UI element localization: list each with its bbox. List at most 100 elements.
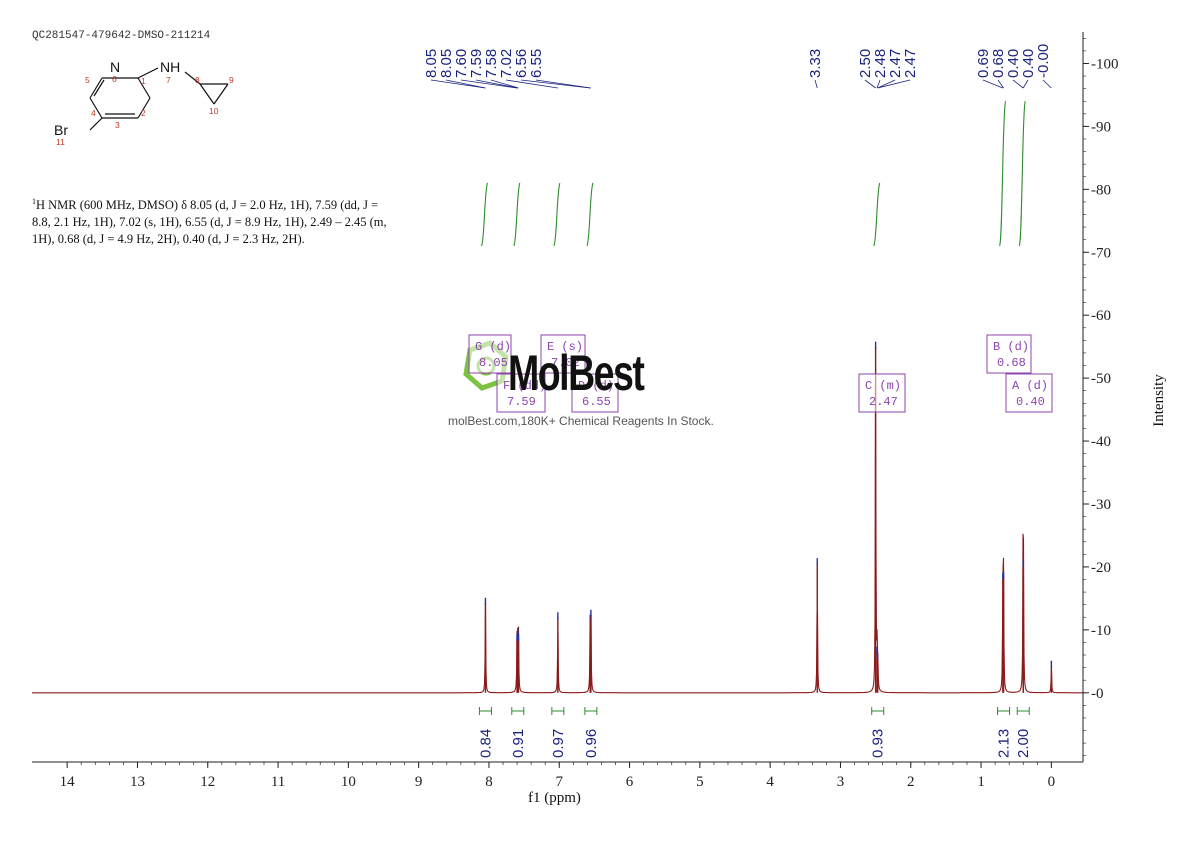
peak-label-leader [505,79,558,89]
integral-curve [586,182,594,247]
peak-label: 7.02 [498,49,515,78]
peak-label: 6.55 [528,49,545,78]
x-tick-label: 1 [977,774,985,790]
multiplet-box [571,373,619,413]
y-tick-label: -70 [1091,245,1111,261]
integral-curve [513,182,521,247]
atom-number: 3 [115,120,120,130]
x-tick-label: 3 [837,774,845,790]
integral-value: 0.91 [510,729,527,758]
multiplet-ppm: 6.55 [582,395,611,409]
x-tick-label: 9 [415,774,423,790]
peak-label-leader [490,79,519,89]
integral-value: 0.84 [477,729,494,758]
multiplet-label: G (d) [475,340,511,354]
atom-number: 8 [195,75,200,85]
y-tick-label: -10 [1091,623,1111,639]
bond [199,83,215,105]
atom-number: 10 [209,106,219,116]
integral-value: 0.97 [550,729,567,758]
x-tick-label: 13 [130,774,145,790]
multiplet-box [540,334,586,374]
bond [93,79,105,97]
atom-number: 4 [91,108,96,118]
atom-number: 7 [166,75,171,85]
atom-number: 1 [141,76,146,86]
x-tick-label: 14 [60,774,76,790]
atom-br: Br [54,122,68,138]
x-axis-label: f1 (ppm) [528,790,581,806]
multiplet-ppm: 2.47 [869,395,898,409]
atom-number: 6 [112,74,117,84]
peak-label-leader [475,79,518,89]
peak-label-leader [1022,79,1029,89]
peak-label: 8.05 [438,49,455,78]
x-tick-label: 6 [626,774,634,790]
multiplet-label: F (dd) [503,379,546,393]
nmr-description: 1H NMR (600 MHz, DMSO) δ 8.05 (d, J = 2.… [32,193,392,248]
peak-label-leader [520,79,591,89]
bond [89,117,103,131]
y-tick-label: -90 [1091,119,1111,135]
atom-number: 9 [229,75,234,85]
multiplet-label: E (s) [547,340,583,354]
x-tick-label: 5 [696,774,704,790]
bond [213,83,229,105]
description-superscript: 1 [32,197,36,206]
peak-label-leader [460,79,518,89]
bond [137,67,159,79]
peak-label-leader [430,79,486,89]
integral-curve [1018,101,1026,247]
integral-curve [553,182,561,247]
bond [89,77,103,99]
peak-label: 7.59 [468,49,485,78]
watermark-brand: MolBest [508,345,645,401]
x-tick-label: 2 [907,774,915,790]
peak-label: 3.33 [807,49,824,78]
integral-curve [999,101,1007,247]
atom-n: N [110,59,120,75]
y-tick-label: -80 [1091,182,1111,198]
peak-label: 2.47 [902,49,919,78]
x-tick-label: 7 [556,774,564,790]
peak-label-leader [1012,79,1024,89]
atom-number: 5 [85,75,90,85]
integral-value: 2.13 [996,729,1013,758]
y-tick-label: -100 [1091,56,1119,72]
peak-label: 2.48 [872,49,889,78]
integral-curve [873,182,881,247]
peak-label: 2.50 [857,49,874,78]
x-tick-label: 10 [341,774,356,790]
peak-label-leader [982,79,1004,89]
multiplet-box [496,373,546,413]
peak-label: 0.40 [1005,49,1022,78]
peak-label-leader [1042,79,1052,89]
atom-nh: NH [160,59,180,75]
atom-number: 2 [141,108,146,118]
y-tick-label: -50 [1091,371,1111,387]
integral-value: 0.96 [583,729,600,758]
peak-label: 2.47 [887,49,904,78]
y-axis-label: Intensity [1150,374,1167,427]
y-tick-label: -20 [1091,560,1111,576]
peak-label: -0.00 [1035,44,1052,78]
x-tick-label: 0 [1048,774,1056,790]
integral-value: 2.00 [1015,729,1032,758]
multiplet-ppm: 0.68 [997,356,1026,370]
multiplet-ppm: 7.59 [507,395,536,409]
peak-label: 0.69 [975,49,992,78]
description-text: H NMR (600 MHz, DMSO) δ 8.05 (d, J = 2.0… [32,198,387,247]
multiplet-box [468,334,512,374]
peak-label-leader [814,79,818,89]
multiplet-label: C (m) [865,379,901,393]
bond [137,97,151,119]
x-tick-label: 11 [271,774,285,790]
peak-label-leader [877,79,896,89]
multiplet-ppm: 0.40 [1016,395,1045,409]
peak-label-leader [535,79,591,89]
y-tick-label: -0 [1091,686,1104,702]
bond [184,71,201,85]
atom-number: 11 [56,137,65,147]
multiplet-box [1005,373,1053,413]
multiplet-label: B (d) [993,340,1029,354]
